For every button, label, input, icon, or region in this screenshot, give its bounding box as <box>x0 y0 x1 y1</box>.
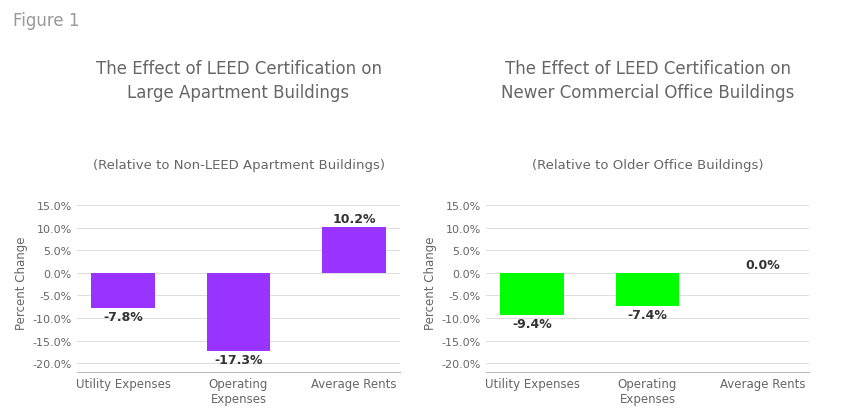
Text: -9.4%: -9.4% <box>512 317 552 330</box>
Text: 10.2%: 10.2% <box>332 213 376 225</box>
Y-axis label: Percent Change: Percent Change <box>15 236 28 329</box>
Text: (Relative to Non-LEED Apartment Buildings): (Relative to Non-LEED Apartment Building… <box>93 159 384 172</box>
Y-axis label: Percent Change: Percent Change <box>424 236 437 329</box>
Text: 0.0%: 0.0% <box>746 258 780 272</box>
Text: (Relative to Older Office Buildings): (Relative to Older Office Buildings) <box>532 159 763 172</box>
Bar <box>500 273 564 315</box>
Text: -7.4%: -7.4% <box>628 308 667 321</box>
Text: Figure 1: Figure 1 <box>13 12 79 30</box>
Text: The Effect of LEED Certification on
Large Apartment Buildings: The Effect of LEED Certification on Larg… <box>95 59 382 102</box>
Text: -7.8%: -7.8% <box>103 310 143 323</box>
Text: The Effect of LEED Certification on
Newer Commercial Office Buildings: The Effect of LEED Certification on Newe… <box>501 59 794 102</box>
Bar <box>207 273 270 351</box>
Bar <box>91 273 155 308</box>
Bar <box>322 227 386 273</box>
Bar <box>616 273 679 306</box>
Text: -17.3%: -17.3% <box>215 353 262 366</box>
